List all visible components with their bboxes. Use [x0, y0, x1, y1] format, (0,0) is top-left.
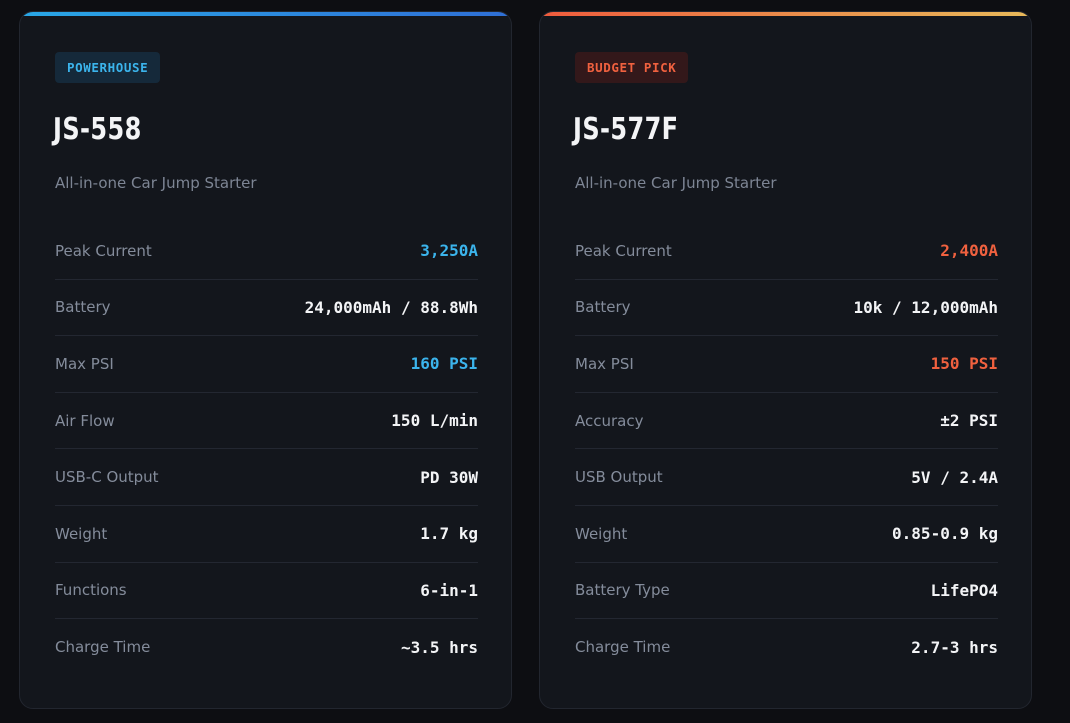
spec-row-accuracy: Accuracy ±2 PSI [575, 393, 998, 450]
product-title: JS-558 [53, 112, 142, 147]
spec-value: 160 PSI [410, 354, 478, 374]
spec-row-functions: Functions 6-in-1 [55, 563, 478, 620]
spec-label: Battery [55, 298, 111, 317]
spec-label: USB Output [575, 468, 663, 487]
spec-value: 2.7-3 hrs [911, 637, 998, 657]
spec-row-air-flow: Air Flow 150 L/min [55, 393, 478, 450]
spec-value: 150 PSI [930, 354, 998, 374]
spec-value: LifePO4 [930, 580, 998, 600]
spec-row-charge-time: Charge Time ~3.5 hrs [55, 619, 478, 676]
spec-value: 1.7 kg [420, 524, 478, 544]
spec-list: Peak Current 3,250A Battery 24,000mAh / … [55, 223, 478, 676]
spec-value: 3,250A [420, 241, 478, 261]
spec-label: Charge Time [55, 638, 151, 657]
category-badge: BUDGET PICK [575, 52, 689, 83]
spec-row-max-psi: Max PSI 150 PSI [575, 336, 998, 393]
spec-value: 2,400A [940, 241, 998, 261]
spec-row-charge-time: Charge Time 2.7-3 hrs [575, 619, 998, 676]
card-accent-bar [540, 12, 1031, 16]
spec-label: Peak Current [55, 241, 152, 260]
spec-row-max-psi: Max PSI 160 PSI [55, 336, 478, 393]
spec-row-battery-type: Battery Type LifePO4 [575, 563, 998, 620]
spec-label: Accuracy [575, 411, 644, 430]
spec-label: Functions [55, 581, 127, 600]
spec-row-usb-c-output: USB-C Output PD 30W [55, 449, 478, 506]
spec-label: Charge Time [575, 638, 671, 657]
spec-value: 24,000mAh / 88.8Wh [304, 297, 478, 317]
product-title: JS-577F [573, 112, 679, 147]
spec-row-battery: Battery 24,000mAh / 88.8Wh [55, 280, 478, 337]
spec-row-usb-output: USB Output 5V / 2.4A [575, 449, 998, 506]
spec-row-peak-current: Peak Current 2,400A [575, 223, 998, 280]
spec-label: Air Flow [55, 411, 115, 430]
spec-row-weight: Weight 0.85-0.9 kg [575, 506, 998, 563]
card-accent-bar [20, 12, 511, 16]
product-card-js-558: POWERHOUSE JS-558 All-in-one Car Jump St… [19, 11, 512, 709]
spec-label: Battery Type [575, 581, 670, 600]
product-subtitle: All-in-one Car Jump Starter [55, 174, 257, 192]
spec-value: PD 30W [420, 467, 478, 487]
spec-label: Weight [575, 524, 628, 543]
product-card-js-577f: BUDGET PICK JS-577F All-in-one Car Jump … [539, 11, 1032, 709]
spec-value: ~3.5 hrs [400, 637, 478, 657]
spec-label: USB-C Output [55, 468, 159, 487]
spec-row-peak-current: Peak Current 3,250A [55, 223, 478, 280]
spec-value: ±2 PSI [940, 411, 998, 431]
spec-value: 5V / 2.4A [911, 467, 998, 487]
spec-value: 6-in-1 [420, 580, 478, 600]
spec-label: Peak Current [575, 241, 672, 260]
spec-value: 0.85-0.9 kg [892, 524, 998, 544]
spec-label: Battery [575, 298, 631, 317]
category-badge: POWERHOUSE [55, 52, 161, 83]
spec-value: 10k / 12,000mAh [853, 297, 999, 317]
spec-list: Peak Current 2,400A Battery 10k / 12,000… [575, 223, 998, 676]
spec-row-battery: Battery 10k / 12,000mAh [575, 280, 998, 337]
product-subtitle: All-in-one Car Jump Starter [575, 174, 777, 192]
spec-row-weight: Weight 1.7 kg [55, 506, 478, 563]
spec-label: Max PSI [575, 354, 634, 373]
spec-label: Max PSI [55, 354, 114, 373]
spec-label: Weight [55, 524, 108, 543]
spec-value: 150 L/min [391, 411, 478, 431]
